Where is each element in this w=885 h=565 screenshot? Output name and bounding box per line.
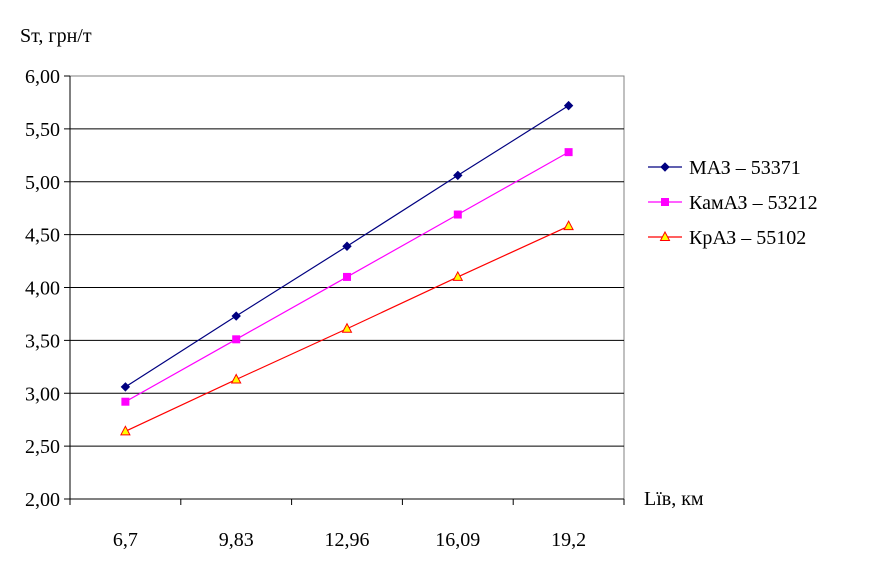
data-point — [343, 272, 351, 281]
series — [120, 220, 574, 436]
data-point — [120, 425, 131, 436]
y-tick-label: 4,00 — [25, 278, 60, 300]
series-group — [120, 100, 574, 436]
y-axis-label: Sт, грн/т — [20, 25, 92, 47]
legend-label: КамАЗ – 53212 — [689, 192, 818, 214]
y-tick-labels: 2,00 2,50 3,00 3,50 4,00 4,50 5,00 5,50 6,00 — [25, 66, 60, 511]
y-tick-label: 3,50 — [25, 330, 60, 352]
y-tick-label: 2,50 — [25, 436, 60, 458]
data-point — [659, 230, 671, 241]
data-point — [120, 382, 131, 392]
data-point — [660, 162, 670, 172]
legend-label: КрАЗ – 55102 — [689, 227, 806, 249]
legend: МАЗ – 53371 КамАЗ – 53212 КрАЗ – 55102 — [648, 157, 818, 249]
y-tick-label: 5,00 — [25, 172, 60, 194]
data-point — [661, 198, 669, 206]
x-tick-label: 16,09 — [435, 529, 480, 551]
data-point — [452, 270, 464, 281]
x-tick-label: 6,7 — [113, 529, 138, 551]
legend-label: МАЗ – 53371 — [689, 157, 801, 179]
series — [120, 100, 574, 392]
y-tick-label: 3,00 — [25, 383, 60, 405]
y-tick-label: 4,50 — [25, 225, 60, 247]
data-point — [232, 335, 241, 344]
data-point — [563, 100, 574, 111]
x-axis-label: Lїв, км — [644, 488, 704, 510]
data-point — [341, 322, 353, 333]
data-point — [453, 170, 463, 181]
y-tick-label: 6,00 — [25, 66, 60, 88]
x-tick-labels: 6,7 9,83 12,96 16,09 19,2 — [113, 529, 586, 551]
y-tick-label: 5,50 — [25, 119, 60, 141]
legend-item: КрАЗ – 55102 — [648, 227, 806, 249]
data-point — [231, 311, 241, 321]
data-point — [342, 241, 352, 251]
data-point — [453, 210, 462, 219]
x-tick-label: 19,2 — [551, 529, 586, 551]
legend-item: МАЗ – 53371 — [648, 157, 801, 179]
data-point — [563, 220, 574, 231]
data-point — [230, 373, 242, 384]
x-tick-label: 12,96 — [325, 529, 370, 551]
axes — [64, 75, 625, 505]
legend-item: КамАЗ – 53212 — [648, 192, 818, 214]
series — [121, 148, 573, 406]
data-point — [564, 148, 573, 157]
x-tick-label: 9,83 — [219, 529, 254, 551]
data-point — [121, 397, 130, 406]
y-tick-label: 2,00 — [25, 489, 60, 511]
